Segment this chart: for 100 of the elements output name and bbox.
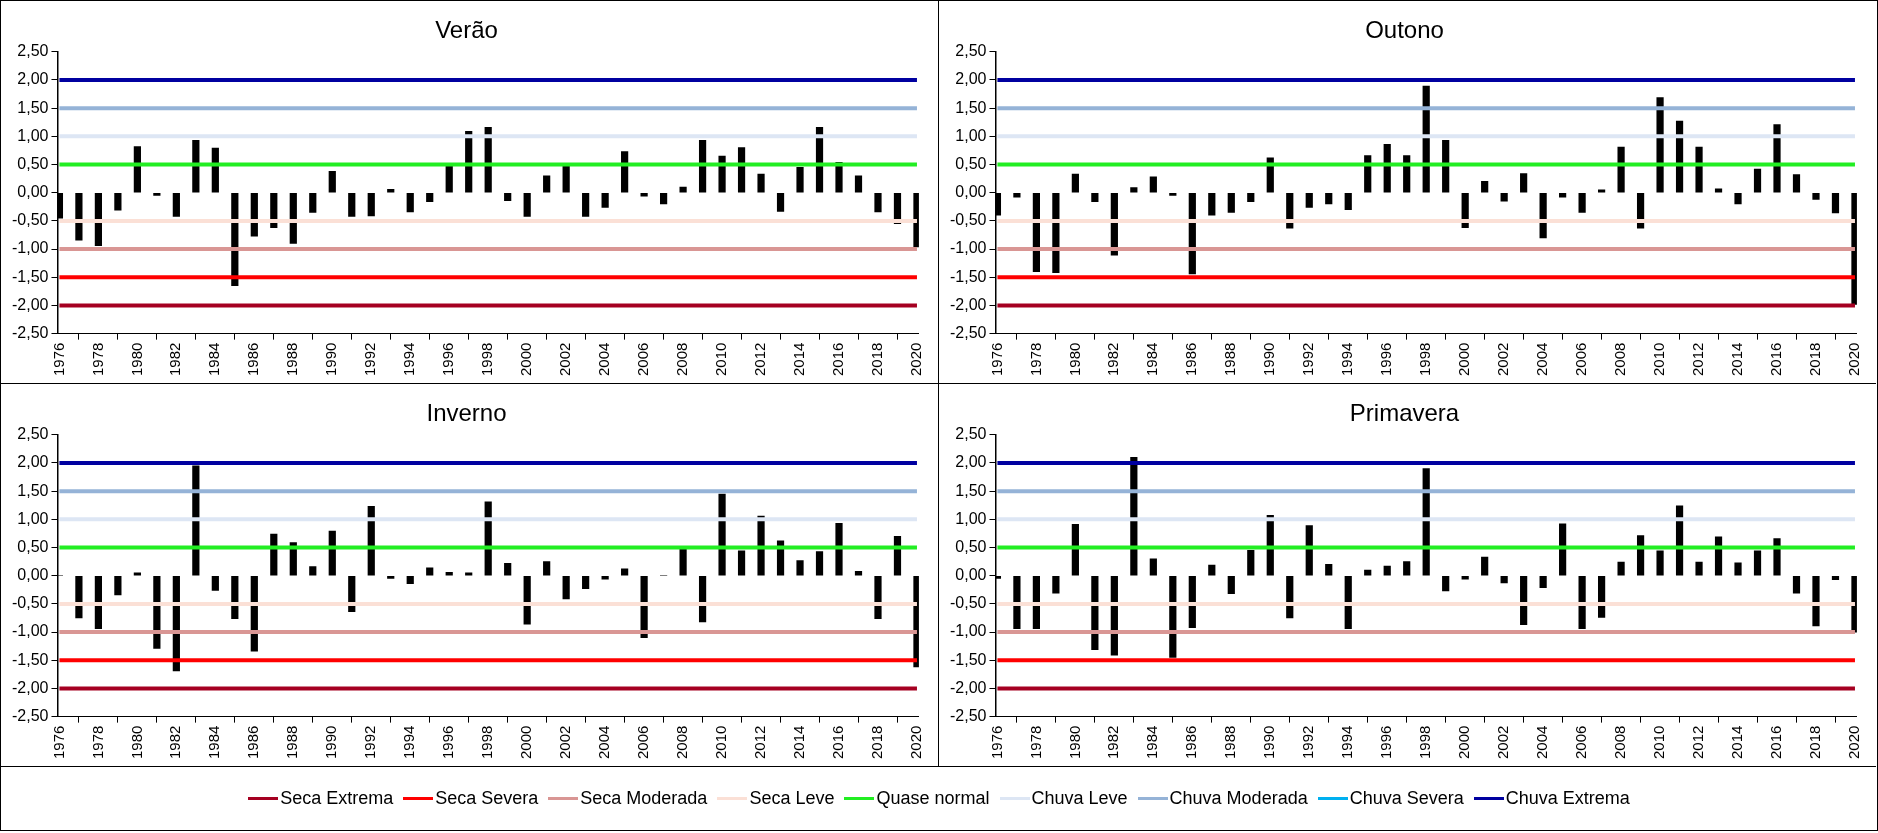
x-tick-label: 1992 [1299,342,1317,377]
x-tick-label: 1980 [127,725,145,760]
x-tick-label: 2002 [1494,725,1512,760]
x-tick-label: 2012 [751,342,769,377]
x-tick-label: 2008 [673,725,691,760]
x-tick-label: 1990 [322,342,340,377]
x-tick-label: 2016 [1767,725,1785,760]
x-tick-label: 2006 [634,342,652,377]
x-tick-label: 2012 [1689,342,1707,377]
x-tick-label: 1992 [1299,725,1317,760]
y-tick-label: -0,50 [12,594,49,612]
x-tick-label: 1976 [49,725,67,760]
x-tick-label: 2014 [790,342,808,377]
x-tick-label: 2012 [751,725,769,760]
x-tick-label: 2018 [868,342,886,377]
x-tick-label: 2012 [1689,725,1707,760]
x-tick-label: 2010 [1650,342,1668,377]
y-tick-label: 2,00 [955,70,987,88]
x-tick-label: 2004 [595,725,613,760]
x-tick-label: 1998 [1416,342,1434,377]
y-tick-label: 1,00 [955,126,987,144]
x-tick-label: 2002 [556,342,574,377]
x-tick-label: 2004 [595,342,613,377]
x-tick-label: 1996 [439,725,457,760]
x-tick-label: 2010 [712,342,730,377]
legend-label: Chuva Extrema [1505,788,1630,809]
x-tick-label: 2016 [829,342,847,377]
x-tick-label: 2014 [1728,342,1746,377]
x-tick-label: 1994 [400,725,418,760]
y-tick-label: 2,00 [17,453,49,471]
legend-label: Seca Leve [749,788,835,809]
x-tick-label: 1990 [322,725,340,760]
x-tick-label: 1976 [987,342,1005,377]
x-tick-label: 1986 [244,342,262,377]
x-tick-label: 2018 [868,725,886,760]
x-tick-label: 1978 [88,342,106,377]
x-tick-label: 1988 [283,725,301,760]
legend-label: Seca Severa [435,788,539,809]
legend-label: Chuva Leve [1031,788,1128,809]
x-tick-label: 1996 [1377,342,1395,377]
x-tick-label: 2006 [1572,342,1590,377]
y-tick-label: -2,50 [950,324,987,342]
x-tick-label: 1978 [88,725,106,760]
x-tick-label: 2000 [1455,342,1473,377]
x-tick-label: 1984 [1143,725,1161,760]
x-tick-label: 2000 [517,725,535,760]
y-tick-label: 1,50 [17,98,49,116]
x-tick-label: 1986 [244,725,262,760]
y-tick-label: -1,00 [950,239,987,257]
chart-title: Verão [435,16,498,44]
y-tick-label: -0,50 [12,211,49,229]
x-tick-label: 1984 [205,342,223,377]
x-tick-label: 2000 [1455,725,1473,760]
y-tick-label: 0,00 [955,566,987,584]
x-tick-label: 2008 [1611,342,1629,377]
x-tick-label: 2000 [517,342,535,377]
x-tick-label: 2010 [712,725,730,760]
x-tick-label: 1990 [1260,725,1278,760]
y-tick-label: 0,00 [17,183,49,201]
y-tick-label: 2,00 [955,453,987,471]
y-tick-label: -1,50 [12,650,49,668]
y-tick-label: 1,00 [17,126,49,144]
x-tick-label: 1982 [1104,725,1122,760]
x-tick-label: 2020 [907,725,925,760]
x-tick-label: 1984 [205,725,223,760]
y-tick-label: 2,00 [17,70,49,88]
x-tick-label: 2008 [1611,725,1629,760]
x-tick-label: 1976 [987,725,1005,760]
y-tick-label: -1,00 [12,239,49,257]
y-tick-label: 0,00 [17,566,49,584]
legend-label: Chuva Severa [1349,788,1464,809]
x-tick-label: 1978 [1026,725,1044,760]
x-tick-label: 2016 [1767,342,1785,377]
x-tick-label: 2016 [829,725,847,760]
y-tick-label: 0,50 [17,154,49,172]
x-tick-label: 2006 [634,725,652,760]
y-tick-label: 2,50 [17,42,49,60]
x-tick-label: 2010 [1650,725,1668,760]
x-tick-label: 1980 [1065,725,1083,760]
x-tick-label: 1982 [1104,342,1122,377]
y-tick-label: -1,00 [12,622,49,640]
x-tick-label: 2020 [907,342,925,377]
x-tick-label: 1998 [478,725,496,760]
y-tick-label: -1,00 [950,622,987,640]
y-tick-label: -2,00 [12,678,49,696]
x-tick-label: 1996 [439,342,457,377]
x-tick-label: 1998 [478,342,496,377]
y-tick-label: 0,50 [955,154,987,172]
y-tick-label: -0,50 [950,594,987,612]
x-tick-label: 1984 [1143,342,1161,377]
x-tick-label: 1992 [361,342,379,377]
y-tick-label: 1,50 [955,481,987,499]
x-tick-label: 2008 [673,342,691,377]
x-tick-label: 1998 [1416,725,1434,760]
x-tick-label: 1994 [400,342,418,377]
x-tick-label: 2002 [556,725,574,760]
x-tick-label: 2006 [1572,725,1590,760]
x-tick-label: 2020 [1845,342,1863,377]
y-tick-label: 1,50 [17,481,49,499]
chart-title: Outono [1365,16,1444,44]
